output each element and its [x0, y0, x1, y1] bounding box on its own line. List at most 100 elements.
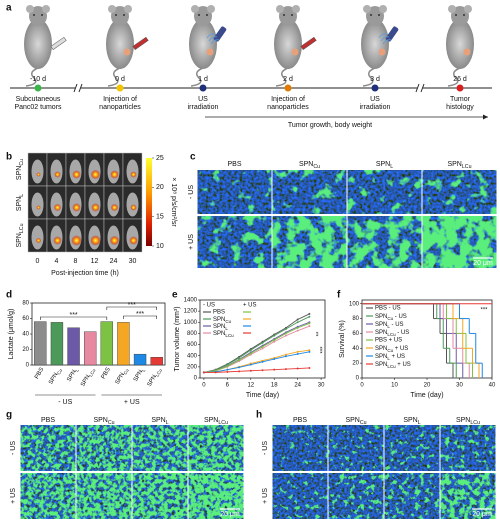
signal-spot: [72, 203, 81, 212]
signal-spot: [130, 171, 137, 178]
micrograph: [197, 216, 272, 268]
mouse-illustration: [361, 5, 399, 87]
syringe: [132, 36, 149, 50]
column-label: SPNCu: [93, 417, 114, 427]
event-label: US: [198, 96, 208, 103]
significance-bracket: [106, 306, 157, 310]
legend-label: SPNLCu - US: [375, 330, 409, 337]
mouse-ear: [276, 5, 284, 13]
y-tick-label: 80: [22, 301, 29, 307]
mouse-tail: [275, 67, 289, 87]
y-tick-label: 0: [356, 376, 360, 382]
series-line: [203, 322, 310, 373]
y-tick-label: 60: [352, 331, 359, 337]
series-line: [203, 313, 310, 373]
tumor: [206, 48, 214, 56]
mouse-body: [361, 19, 389, 69]
mouse-eye: [123, 14, 125, 16]
data-point: [284, 334, 287, 337]
signal-spot: [91, 170, 100, 179]
axis-title: Survival (%): [339, 320, 346, 358]
y-tick-label: 600: [187, 342, 198, 348]
x-tick-label: 0: [202, 383, 206, 389]
column-label: SPNLCu: [456, 417, 480, 427]
column-label: SPNLCu: [447, 161, 471, 171]
span-label: Tumor growth, body weight: [288, 122, 372, 129]
micrograph: [272, 216, 347, 268]
panel-label: f: [337, 290, 341, 301]
event-label: Injection of: [103, 96, 137, 103]
legend-header: - US: [203, 303, 215, 309]
bar: [34, 321, 47, 366]
break-mark: [420, 83, 425, 93]
x-tick-label: 20: [424, 383, 431, 389]
data-point: [308, 312, 311, 315]
colorbar-tick-label: 20: [156, 184, 164, 191]
column-label: SPNCu: [299, 161, 320, 171]
us-wave: [208, 36, 218, 42]
event-label: nanoparticles: [99, 104, 141, 111]
mouse-ear: [191, 5, 199, 13]
y-tick-label: 0: [26, 363, 30, 369]
panel-label: b: [6, 152, 12, 163]
column-label: SPNCu: [345, 417, 366, 427]
data-point: [226, 365, 229, 368]
mouse-tail: [190, 67, 204, 87]
mouse-illustration: [106, 5, 149, 87]
signal-spot: [54, 171, 61, 178]
syringe: [300, 36, 317, 50]
mouse-head: [111, 6, 129, 26]
data-point: [261, 345, 264, 348]
row-label: - US: [10, 441, 17, 455]
micrograph: [384, 425, 440, 471]
us-wave: [382, 39, 392, 45]
x-tick-label: 40: [489, 383, 496, 389]
legend-label: PBS + US: [375, 338, 402, 344]
column-label: SPNL: [376, 161, 393, 171]
y-tick-label: 1200: [184, 309, 198, 315]
x-tick-label: SPNL: [133, 366, 147, 383]
x-tick-label: 30: [318, 383, 325, 389]
column-label: SPNL: [151, 417, 168, 427]
x-tick-label: 4: [55, 258, 59, 265]
bar: [100, 321, 113, 366]
x-tick-label: 6: [226, 383, 230, 389]
event-label: Injection of: [271, 96, 305, 103]
column-label: PBS: [293, 417, 307, 424]
signal-spot: [90, 235, 101, 246]
row-label: - US: [188, 185, 195, 199]
x-tick-label: PBS: [101, 367, 112, 380]
mouse-silhouette: [31, 192, 44, 217]
row-label: - US: [262, 441, 269, 455]
event-label: irradiation: [360, 104, 391, 111]
break-mark: [78, 83, 83, 93]
plot-frame: [199, 299, 326, 379]
data-point: [308, 366, 311, 369]
x-tick-label: 30: [129, 258, 137, 265]
series-line: [203, 351, 310, 373]
y-tick-label: 400: [187, 353, 198, 359]
signal-spot: [72, 170, 81, 179]
signal-spot: [130, 204, 137, 211]
mouse-ear: [26, 5, 34, 13]
data-point: [296, 326, 299, 329]
y-tick-label: 40: [352, 346, 359, 352]
x-tick-label: 0: [36, 258, 40, 265]
mouse-eye: [206, 14, 208, 16]
y-tick-label: 1400: [184, 298, 198, 304]
legend-label: PBS: [213, 310, 225, 316]
signal-spot: [54, 204, 61, 211]
mouse-eye: [370, 14, 372, 16]
signal-spot: [36, 205, 41, 210]
day-label: 26 d: [453, 76, 467, 83]
mouse-head: [29, 6, 47, 26]
significance-label: ***: [128, 302, 136, 309]
x-tick-label: 24: [294, 383, 301, 389]
mouse-head: [194, 6, 212, 26]
row-label: + US: [188, 234, 195, 250]
signal-spot: [71, 235, 82, 246]
significance-label: ***: [480, 308, 488, 314]
data-point: [296, 329, 299, 332]
micrograph: [347, 170, 422, 214]
event-label: irradiation: [188, 104, 219, 111]
